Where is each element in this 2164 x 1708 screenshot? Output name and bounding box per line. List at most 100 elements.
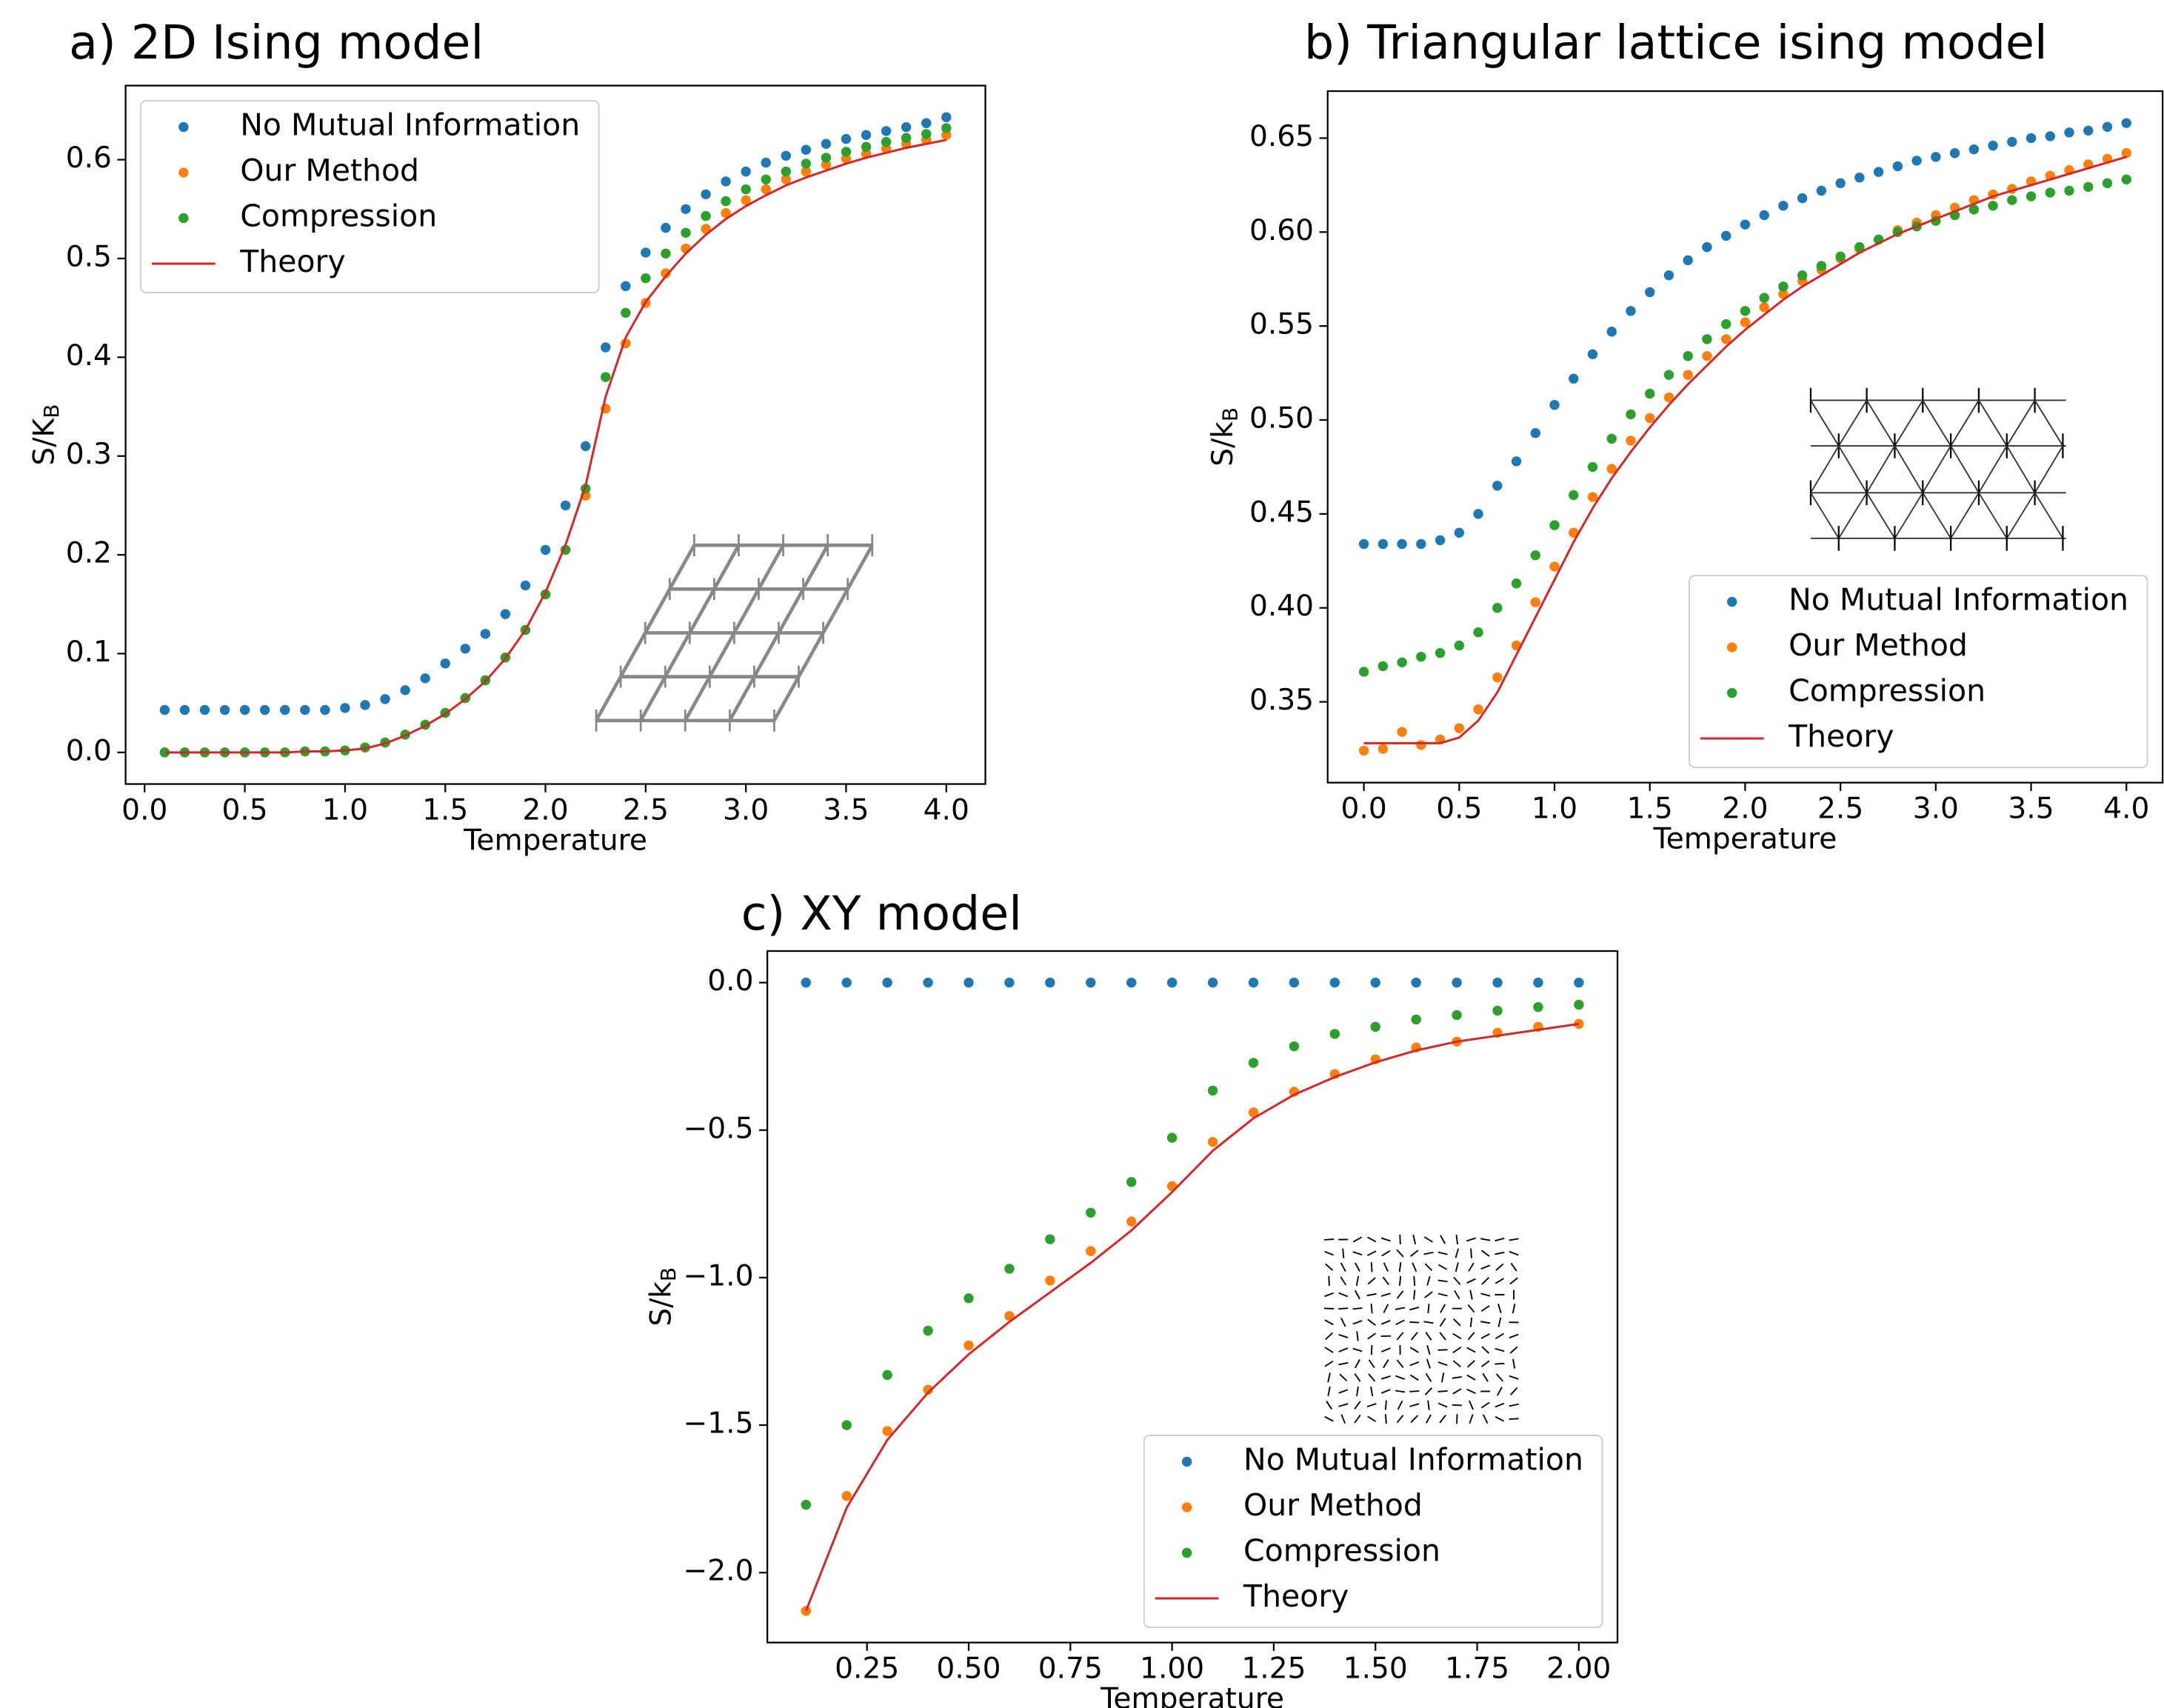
data-point xyxy=(1358,538,1369,550)
data-point xyxy=(1949,148,1960,159)
spin xyxy=(1338,1389,1349,1394)
y-tick-label: 0.4 xyxy=(66,339,112,373)
x-tick-label: 0.5 xyxy=(1436,792,1482,825)
spin xyxy=(1497,1317,1502,1327)
lattice-line xyxy=(1894,445,1924,493)
spin xyxy=(1440,1304,1446,1313)
data-point xyxy=(681,227,691,238)
spin xyxy=(1370,1386,1374,1397)
chart-title: a) 2D Ising model xyxy=(69,15,484,70)
data-point xyxy=(741,184,751,195)
data-point xyxy=(179,704,190,715)
spin xyxy=(1437,1292,1448,1297)
legend-marker xyxy=(1181,1502,1192,1512)
spin xyxy=(1324,1250,1334,1256)
data-point xyxy=(1702,241,1712,253)
data-point xyxy=(1740,219,1751,230)
spin xyxy=(1425,1414,1432,1424)
data-point xyxy=(1549,561,1560,572)
spin xyxy=(1338,1347,1349,1352)
y-tick-label: 0.6 xyxy=(66,141,112,175)
data-point xyxy=(721,207,731,218)
data-point xyxy=(1248,977,1259,988)
lattice-line xyxy=(772,544,874,721)
theory-line xyxy=(804,1022,1580,1612)
data-point xyxy=(1492,977,1503,988)
spin xyxy=(1509,1277,1518,1285)
data-point xyxy=(1797,193,1808,204)
spin xyxy=(1453,1276,1461,1285)
data-point xyxy=(721,176,731,187)
spin xyxy=(1452,1376,1462,1379)
x-tick-label: 0.0 xyxy=(121,793,167,827)
legend-marker xyxy=(1727,687,1737,698)
data-point xyxy=(1626,436,1636,446)
data-point xyxy=(941,112,952,122)
spin xyxy=(1469,1317,1473,1327)
x-tick-label: 4.0 xyxy=(924,793,969,827)
data-point xyxy=(661,222,671,233)
x-tick-label: 3.5 xyxy=(2008,792,2054,825)
data-point xyxy=(1683,255,1693,266)
lattice-line xyxy=(1810,492,1840,539)
spin xyxy=(1481,1277,1490,1285)
legend-label: Compression xyxy=(240,198,437,233)
y-tick-label: 0.0 xyxy=(66,734,112,767)
data-point xyxy=(1988,140,1998,151)
legend-label: Theory xyxy=(1788,718,1894,754)
spin xyxy=(1366,1250,1377,1256)
data-point xyxy=(801,977,812,988)
spin xyxy=(1468,1262,1475,1272)
legend-label: No Mutual Information xyxy=(240,107,580,142)
spin xyxy=(1455,1248,1460,1258)
data-point xyxy=(921,129,932,139)
lattice-line xyxy=(1978,445,2008,493)
lattice-line xyxy=(1837,399,1868,447)
spin xyxy=(1324,1238,1335,1241)
data-point xyxy=(1377,744,1389,754)
spin xyxy=(1324,1292,1335,1298)
data-point xyxy=(1759,210,1769,221)
data-point xyxy=(1835,251,1846,261)
data-point xyxy=(1574,977,1584,988)
data-point xyxy=(1702,334,1712,344)
legend-label: No Mutual Information xyxy=(1243,1442,1583,1478)
data-point xyxy=(761,184,771,195)
spin xyxy=(1495,1251,1505,1255)
data-point xyxy=(1454,723,1465,733)
spin xyxy=(1455,1262,1459,1272)
data-point xyxy=(1166,1132,1178,1143)
spin xyxy=(1454,1290,1460,1300)
y-axis-label: S/kB xyxy=(644,1267,681,1327)
data-point xyxy=(1492,481,1503,491)
data-point xyxy=(1988,201,1998,211)
data-point xyxy=(460,644,470,654)
spin xyxy=(1381,1250,1391,1257)
data-point xyxy=(1045,1275,1055,1286)
lattice-line xyxy=(1950,399,1980,447)
spin xyxy=(1470,1248,1472,1258)
spin xyxy=(1437,1361,1448,1367)
spin xyxy=(1380,1237,1391,1242)
spin xyxy=(1482,1372,1489,1382)
data-point xyxy=(159,704,170,715)
spin xyxy=(1481,1346,1490,1354)
data-point xyxy=(360,700,370,710)
spin xyxy=(1383,1359,1389,1369)
data-point xyxy=(1797,270,1808,281)
data-point xyxy=(1511,456,1522,467)
spin xyxy=(1423,1321,1434,1324)
chart-title: b) Triangular lattice ising model xyxy=(1304,15,2048,70)
spin xyxy=(1440,1235,1446,1244)
data-point xyxy=(1358,667,1369,677)
data-point xyxy=(1370,1021,1380,1033)
lattice-line xyxy=(728,544,829,721)
data-point xyxy=(1606,464,1617,474)
data-point xyxy=(500,609,511,619)
data-point xyxy=(1126,1177,1137,1187)
spin xyxy=(1354,1401,1361,1410)
x-tick-label: 1.0 xyxy=(1532,792,1577,825)
spin xyxy=(1324,1347,1334,1353)
y-axis-label-main: S/K xyxy=(27,417,61,465)
lattice-line xyxy=(1810,399,1840,447)
